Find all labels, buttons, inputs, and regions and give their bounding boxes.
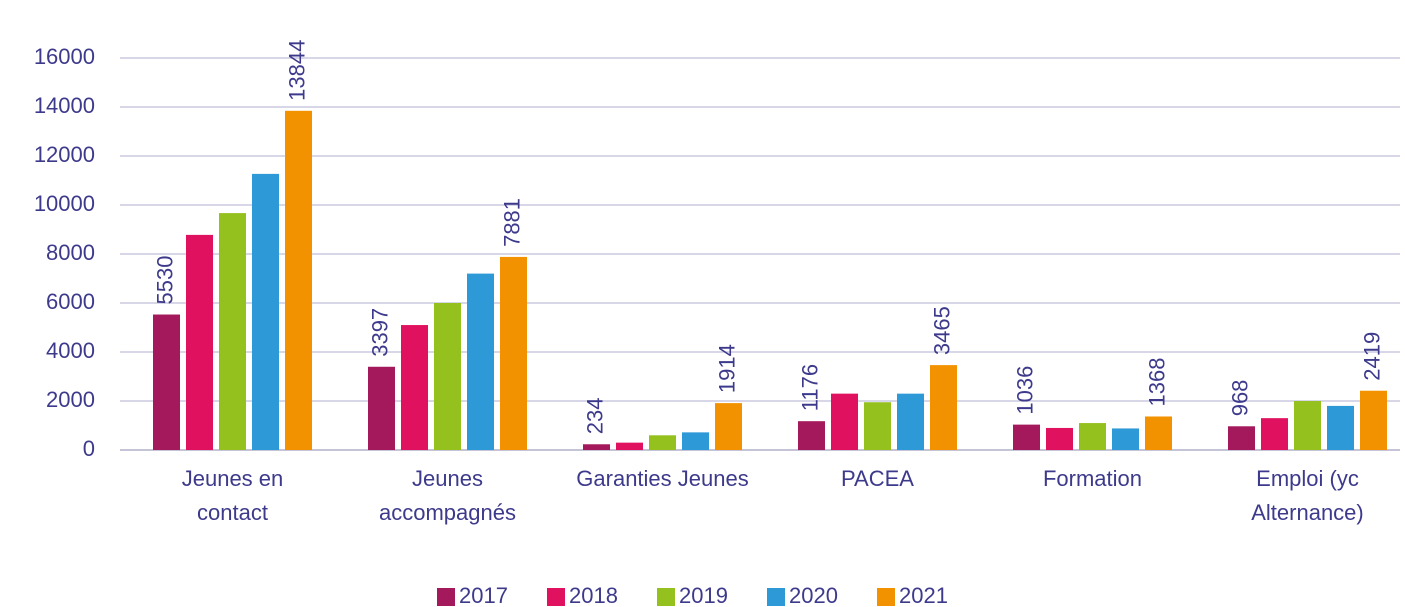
y-tick-label: 12000 [34, 142, 95, 167]
data-label: 1914 [714, 344, 739, 393]
bar [285, 110, 312, 451]
bar [1294, 401, 1321, 450]
y-tick-label: 0 [83, 436, 95, 461]
bar [467, 273, 494, 450]
y-tick-label: 2000 [46, 387, 95, 412]
bar [583, 444, 610, 450]
bar [1145, 416, 1172, 450]
bar [930, 365, 957, 450]
bar [252, 173, 279, 450]
y-tick-label: 4000 [46, 338, 95, 363]
y-tick-label: 14000 [34, 93, 95, 118]
legend-label: 2018 [569, 583, 618, 607]
legend-label: 2019 [679, 583, 728, 607]
bar [401, 325, 428, 450]
data-label: 7881 [499, 198, 524, 247]
legend-swatch [877, 588, 895, 606]
bar [798, 421, 825, 450]
bar [368, 366, 395, 450]
bar [715, 403, 742, 450]
bar [649, 435, 676, 450]
x-tick-label: Emploi (yc Alternance) [1251, 466, 1364, 525]
legend-swatch [437, 588, 455, 606]
y-tick-label: 6000 [46, 289, 95, 314]
x-tick-label: Jeunes en contact [181, 466, 284, 525]
legend-label: 2017 [459, 583, 508, 607]
bar [500, 256, 527, 450]
bar [1261, 418, 1288, 450]
legend-swatch [767, 588, 785, 606]
y-tick-label: 8000 [46, 240, 95, 265]
legend-label: 2020 [789, 583, 838, 607]
data-label: 5530 [152, 256, 177, 305]
bar [434, 303, 461, 450]
bar [219, 213, 246, 450]
data-label: 1176 [797, 364, 822, 411]
bar [1327, 405, 1354, 450]
legend-label: 2021 [899, 583, 948, 607]
data-label: 1036 [1012, 366, 1037, 415]
legend-swatch [657, 588, 675, 606]
bar [1079, 423, 1106, 450]
legend-swatch [547, 588, 565, 606]
bar [831, 393, 858, 450]
data-label: 968 [1227, 380, 1252, 417]
data-label: 3397 [367, 308, 392, 357]
y-tick-label: 10000 [34, 191, 95, 216]
x-tick-label: Garanties Jeunes [576, 466, 749, 491]
bar [1046, 427, 1073, 450]
data-label: 13844 [284, 40, 309, 101]
y-tick-label: 16000 [34, 44, 95, 69]
bar [1228, 426, 1255, 450]
data-label: 2419 [1359, 332, 1384, 381]
bar [864, 402, 891, 450]
x-tick-label: Formation [1042, 466, 1143, 491]
bar [1112, 428, 1139, 450]
bar [1013, 424, 1040, 450]
data-label: 234 [582, 398, 607, 435]
data-label: 3465 [929, 306, 954, 355]
bar [153, 314, 180, 450]
bar [897, 393, 924, 450]
bar [1360, 390, 1387, 450]
bar [682, 432, 709, 450]
data-label: 1368 [1144, 358, 1169, 407]
x-tick-label: Jeunes accompagnés [379, 466, 516, 525]
bar [186, 234, 213, 450]
bar [616, 442, 643, 450]
x-tick-label: PACEA [841, 466, 914, 491]
